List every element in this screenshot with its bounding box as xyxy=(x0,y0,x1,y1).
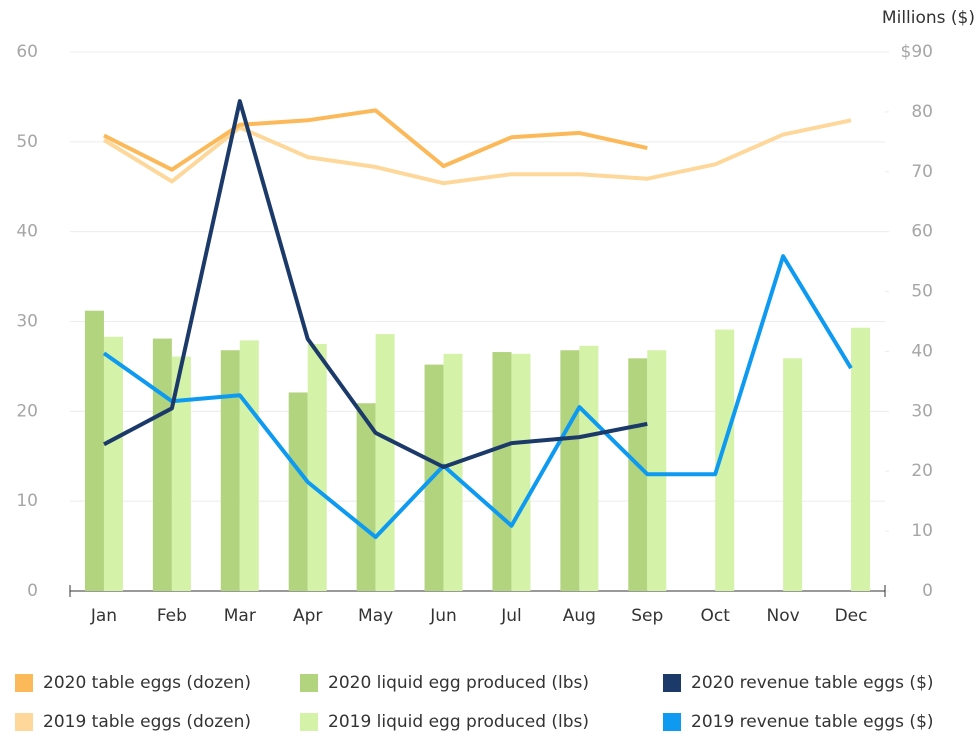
y-tick-label: 50 xyxy=(16,132,38,152)
y-tick-label: 60 xyxy=(16,42,38,62)
legend-swatch xyxy=(663,713,681,731)
x-tick-label: Mar xyxy=(224,606,256,626)
legend-swatch xyxy=(300,674,318,692)
x-tick-label: Oct xyxy=(701,606,731,626)
x-tick-label: May xyxy=(358,606,393,626)
legend-label: 2019 liquid egg produced (lbs) xyxy=(328,712,589,732)
y-tick-label: 20 xyxy=(16,401,38,421)
y2-tick-label: 0 xyxy=(922,581,933,601)
y-tick-label: 40 xyxy=(16,222,38,242)
y-tick-label: 0 xyxy=(27,581,38,601)
bar xyxy=(356,403,376,591)
bar xyxy=(511,353,531,591)
line xyxy=(102,254,853,540)
legend-swatch xyxy=(15,674,33,692)
y2-tick-label: 80 xyxy=(911,102,933,122)
y-tick-label: 10 xyxy=(16,491,38,511)
y2-tick-label: 10 xyxy=(911,521,933,541)
legend-label: 2019 table eggs (dozen) xyxy=(43,712,251,732)
legend-label: 2020 table eggs (dozen) xyxy=(43,673,251,693)
y2-tick-label: 60 xyxy=(911,222,933,242)
bar xyxy=(492,352,512,591)
line xyxy=(103,108,648,172)
y2-tick-label: $90 xyxy=(901,42,933,62)
x-tick-label: Aug xyxy=(563,606,596,626)
bar xyxy=(375,334,395,591)
y-tick-label: 30 xyxy=(16,312,38,332)
bar xyxy=(715,329,735,591)
bar xyxy=(152,338,172,591)
x-tick-label: Jun xyxy=(429,606,457,626)
legend-swatch xyxy=(15,713,33,731)
bar xyxy=(171,356,191,591)
bar xyxy=(239,340,259,591)
legend-label: 2019 revenue table eggs ($) xyxy=(691,712,934,732)
legend-label: 2020 revenue table eggs ($) xyxy=(691,673,934,693)
legend-swatch xyxy=(663,674,681,692)
x-tick-label: Sep xyxy=(631,606,663,626)
bar xyxy=(84,310,104,591)
bar xyxy=(628,358,648,591)
y2-tick-label: 40 xyxy=(911,341,933,361)
legend-swatch xyxy=(300,713,318,731)
bar xyxy=(220,350,240,591)
x-tick-label: Dec xyxy=(835,606,868,626)
bar xyxy=(288,392,308,591)
x-tick-label: Jul xyxy=(500,606,522,626)
x-tick-label: Nov xyxy=(767,606,800,626)
bar xyxy=(851,327,871,591)
x-tick-label: Apr xyxy=(293,606,322,626)
y2-tick-label: 20 xyxy=(911,461,933,481)
line xyxy=(103,99,648,469)
x-tick-label: Feb xyxy=(157,606,187,626)
bar xyxy=(103,336,123,591)
bar xyxy=(560,350,580,591)
bar xyxy=(579,345,599,591)
x-tick-label: Jan xyxy=(90,606,117,626)
legend-label: 2020 liquid egg produced (lbs) xyxy=(328,673,589,693)
y2-axis-label: Millions ($) xyxy=(882,8,975,28)
y2-tick-label: 50 xyxy=(911,282,933,302)
bar xyxy=(783,358,803,591)
bar xyxy=(647,350,667,591)
bar xyxy=(307,343,327,591)
line xyxy=(102,118,852,186)
y2-tick-label: 30 xyxy=(911,401,933,421)
y2-tick-label: 70 xyxy=(911,162,933,182)
